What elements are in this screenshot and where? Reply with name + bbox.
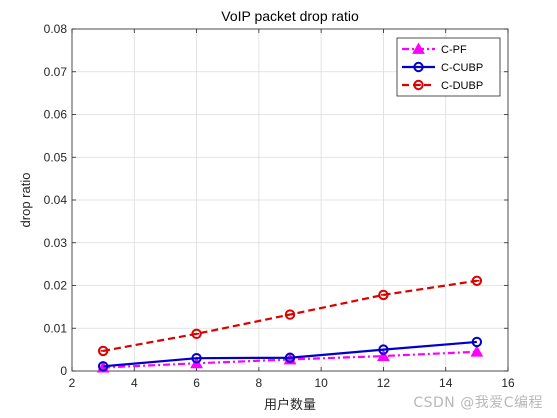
legend-marker [413, 79, 424, 91]
legend-marker [413, 61, 424, 73]
series-c-cubp [97, 336, 483, 372]
x-tick-label: 16 [501, 376, 515, 390]
data-point [97, 361, 109, 372]
data-point [471, 336, 483, 348]
series-line [103, 350, 477, 369]
marker-ring [471, 275, 483, 286]
x-tick-label: 2 [69, 376, 76, 390]
legend-entry: C-DUBP [402, 79, 483, 92]
y-tick-label: 0 [60, 364, 67, 378]
data-point [378, 344, 389, 355]
watermark: CSDN @我爱C编程 [413, 395, 543, 411]
axes: 2 4 6 8 10 12 14 16 0 0.01 0.02 0.03 0.04 0.05 0.06 0.0… [44, 22, 515, 390]
y-tick-label: 0.07 [44, 65, 68, 79]
legend-label: C-CUBP [441, 62, 483, 74]
legend-label: C-PF [441, 44, 467, 56]
x-tick-label: 12 [377, 376, 391, 390]
legend-label: C-DUBP [441, 80, 483, 92]
x-tick-label: 8 [256, 376, 263, 390]
marker-ring [284, 309, 296, 320]
y-tick-label: 0.08 [44, 22, 68, 36]
data-point [471, 275, 483, 286]
x-tick-label: 6 [193, 376, 200, 390]
x-tick-label: 14 [439, 376, 453, 390]
y-tick-label: 0.05 [44, 150, 68, 164]
x-tick-label: 4 [131, 376, 138, 390]
marker-ring [378, 289, 389, 301]
y-axis-label: drop ratio [18, 173, 33, 228]
y-tick-label: 0.04 [44, 193, 68, 207]
series-c-dubp [97, 275, 483, 357]
legend-entry: C-CUBP [402, 61, 483, 74]
series-group [96, 275, 484, 373]
y-tick-label: 0.06 [44, 108, 68, 122]
data-point [284, 309, 296, 320]
y-tick-label: 0.03 [44, 236, 68, 250]
legend-entry: C-PF [402, 42, 467, 56]
data-point [191, 328, 202, 340]
marker-ring [413, 79, 424, 91]
chart-title: VoIP packet drop ratio [221, 8, 359, 24]
data-point [191, 352, 202, 364]
x-axis-label: 用户数量 [264, 397, 316, 413]
y-tick-label: 0.02 [44, 279, 68, 293]
y-tick-label: 0.01 [44, 321, 68, 335]
data-point [378, 289, 389, 301]
legend: C-PF C-CUBP C-DUBP [396, 37, 501, 97]
data-point [377, 349, 390, 361]
x-tick-label: 10 [314, 376, 328, 390]
marker-ring [97, 345, 109, 357]
data-point [284, 352, 296, 363]
legend-marker [412, 42, 425, 54]
data-point [97, 345, 109, 357]
series-line [103, 340, 477, 368]
data-point [470, 345, 484, 357]
marker-ring [191, 328, 202, 340]
